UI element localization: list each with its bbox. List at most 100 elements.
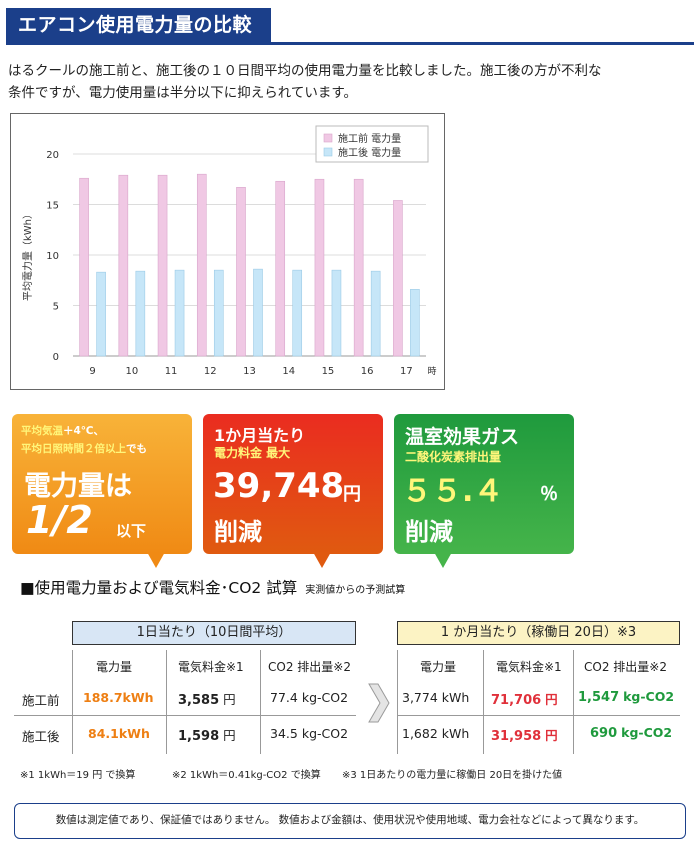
table-right-col-power: 電力量 — [420, 660, 457, 674]
x-tick-label: 16 — [361, 366, 374, 377]
right-after-cost-value: 31,958 — [491, 729, 542, 744]
left-after-cost-value: 1,598 — [178, 729, 220, 744]
right-before-co2: 1,547 kg-CO2 — [578, 689, 674, 705]
table-left-row-divider — [14, 715, 356, 716]
title-underline — [6, 42, 694, 45]
right-before-cost-unit: 円 — [545, 692, 558, 707]
intro-line-1: はるクールの施工前と、施工後の１０日間平均の使用電力量を比較しました。施工後の方… — [8, 63, 602, 79]
right-after-co2: 690 kg-CO2 — [590, 725, 672, 741]
left-before-co2-unit: kg-CO2 — [301, 690, 349, 705]
left-before-cost-unit: 円 — [223, 692, 236, 707]
left-after-co2-unit: kg-CO2 — [301, 726, 349, 741]
left-after-power: 84.1kWh — [88, 726, 150, 741]
y-tick-label: 10 — [46, 251, 59, 262]
table-right-header: 1 か月当たり（稼働日 20日）※3 — [397, 621, 680, 645]
section-title: ■使用電力量および電気料金･CO2 試算 実測値からの予測試算 — [20, 576, 405, 598]
left-before-co2-value: 77.4 — [270, 690, 298, 705]
card-orange-line1-b: ＋4℃、 — [63, 425, 105, 437]
legend-box — [315, 125, 429, 163]
bar — [135, 270, 146, 357]
table-left-divider-3 — [260, 650, 261, 754]
card-orange-line2-b: でも — [126, 443, 147, 455]
bar — [275, 180, 286, 357]
chevron-right-icon — [368, 683, 390, 723]
footnote-2: ※2 1kWh＝0.41kg-CO2 で換算 — [172, 770, 321, 781]
table-left-divider-2 — [166, 650, 167, 754]
power-chart-svg: 0 5 10 15 20 平均電力量（kWh） 9 10 11 12 13 14 15 16 17 時 施工前 … — [21, 125, 437, 377]
card-orange-suffix: 以下 — [116, 522, 147, 540]
bar — [410, 289, 420, 357]
card-orange-tail — [147, 552, 165, 568]
x-tick-label: 15 — [322, 366, 335, 377]
row-label-before: 施工前 — [22, 693, 60, 708]
card-half-power: 平均気温＋4℃、 平均日照時間２倍以上でも 電力量は 1/2 以下 — [12, 414, 192, 568]
card-red-unit: 円 — [343, 484, 361, 505]
left-before-cost-value: 3,585 — [178, 693, 220, 708]
left-after-cost: 1,598 円 — [178, 725, 236, 744]
page-title: エアコン使用電力量の比較 — [6, 8, 271, 42]
table-left-header: 1日当たり（10日間平均） — [72, 621, 356, 645]
right-before-power: 3,774 kWh — [402, 690, 470, 705]
card-red-amount: 39,748 — [213, 466, 345, 506]
card-green-reduce: 削減 — [405, 518, 453, 546]
footnote-1: ※1 1kWh＝19 円 で換算 — [20, 770, 136, 781]
left-before-co2: 77.4 kg-CO2 — [270, 690, 348, 705]
card-red-reduce: 削減 — [214, 518, 262, 546]
card-green-tail — [434, 552, 452, 568]
card-orange-big2: 1/2 — [26, 498, 93, 542]
intro-line-2: 条件ですが、電力使用量は半分以下に抑えられています。 — [8, 85, 357, 101]
legend-entry: 施工前 電力量 — [338, 132, 401, 145]
legend-swatch — [323, 133, 333, 143]
section-title-text: ■使用電力量および電気料金･CO2 試算 — [20, 579, 298, 597]
right-after-cost-unit: 円 — [545, 728, 558, 743]
left-after-co2: 34.5 kg-CO2 — [270, 726, 348, 741]
card-red-line1: 1か月当たり — [214, 426, 306, 445]
card-orange-line2: 平均日照時間２倍以上でも — [21, 442, 147, 457]
right-after-cost: 31,958 円 — [491, 725, 558, 744]
card-cost-reduction: 1か月当たり 電力料金 最大 39,748 円 削減 — [203, 414, 383, 568]
table-right-divider-2 — [483, 650, 484, 754]
y-tick-label: 20 — [46, 150, 59, 161]
right-after-co2-value: 690 — [590, 726, 618, 741]
x-tick-label: 10 — [125, 366, 138, 377]
card-orange-big1: 電力量は — [24, 471, 132, 502]
bar — [157, 174, 168, 357]
table-left-col-cost: 電気料金※1 — [178, 660, 244, 674]
left-before-power: 188.7kWh — [83, 690, 154, 705]
bar — [196, 173, 207, 357]
right-after-power: 1,682 kWh — [402, 726, 470, 741]
table-right-row-divider — [397, 715, 680, 716]
bar — [236, 187, 246, 357]
bar — [370, 270, 381, 357]
x-tick-label: 9 — [89, 366, 95, 377]
x-tick-label: 17 — [400, 366, 413, 377]
right-before-co2-unit: kg-CO2 — [623, 689, 675, 704]
table-right-col-cost: 電気料金※1 — [496, 660, 562, 674]
section-note: 実測値からの予測試算 — [305, 585, 406, 596]
right-before-cost: 71,706 円 — [491, 689, 558, 708]
right-before-cost-value: 71,706 — [491, 693, 542, 708]
x-tick-label: 11 — [165, 366, 178, 377]
y-axis-label: 平均電力量（kWh） — [21, 209, 34, 301]
table-left-col-co2: CO2 排出量※2 — [268, 660, 351, 674]
left-after-co2-value: 34.5 — [270, 726, 298, 741]
card-red-line2: 電力料金 最大 — [214, 446, 291, 460]
table-right-divider-3 — [573, 650, 574, 754]
left-before-cost: 3,585 円 — [178, 689, 236, 708]
row-label-after: 施工後 — [22, 729, 60, 744]
bar — [393, 200, 403, 357]
bar — [213, 269, 224, 357]
x-tick-label: 12 — [204, 366, 217, 377]
right-after-co2-unit: kg-CO2 — [621, 725, 673, 740]
card-green-line1: 温室効果ガス — [405, 426, 520, 448]
card-red-tail — [313, 552, 331, 568]
bar — [353, 178, 364, 357]
bar — [314, 178, 325, 357]
table-right-col-co2: CO2 排出量※2 — [584, 660, 667, 674]
x-axis-unit: 時 — [427, 366, 436, 377]
intro-text: はるクールの施工前と、施工後の１０日間平均の使用電力量を比較しました。施工後の方… — [8, 60, 688, 104]
footnote-3: ※3 1日あたりの電力量に稼働日 20日を掛けた値 — [342, 770, 563, 781]
card-orange-line2-a: 平均日照時間２倍以上 — [21, 443, 126, 455]
bar — [174, 269, 185, 357]
bar — [292, 269, 303, 357]
